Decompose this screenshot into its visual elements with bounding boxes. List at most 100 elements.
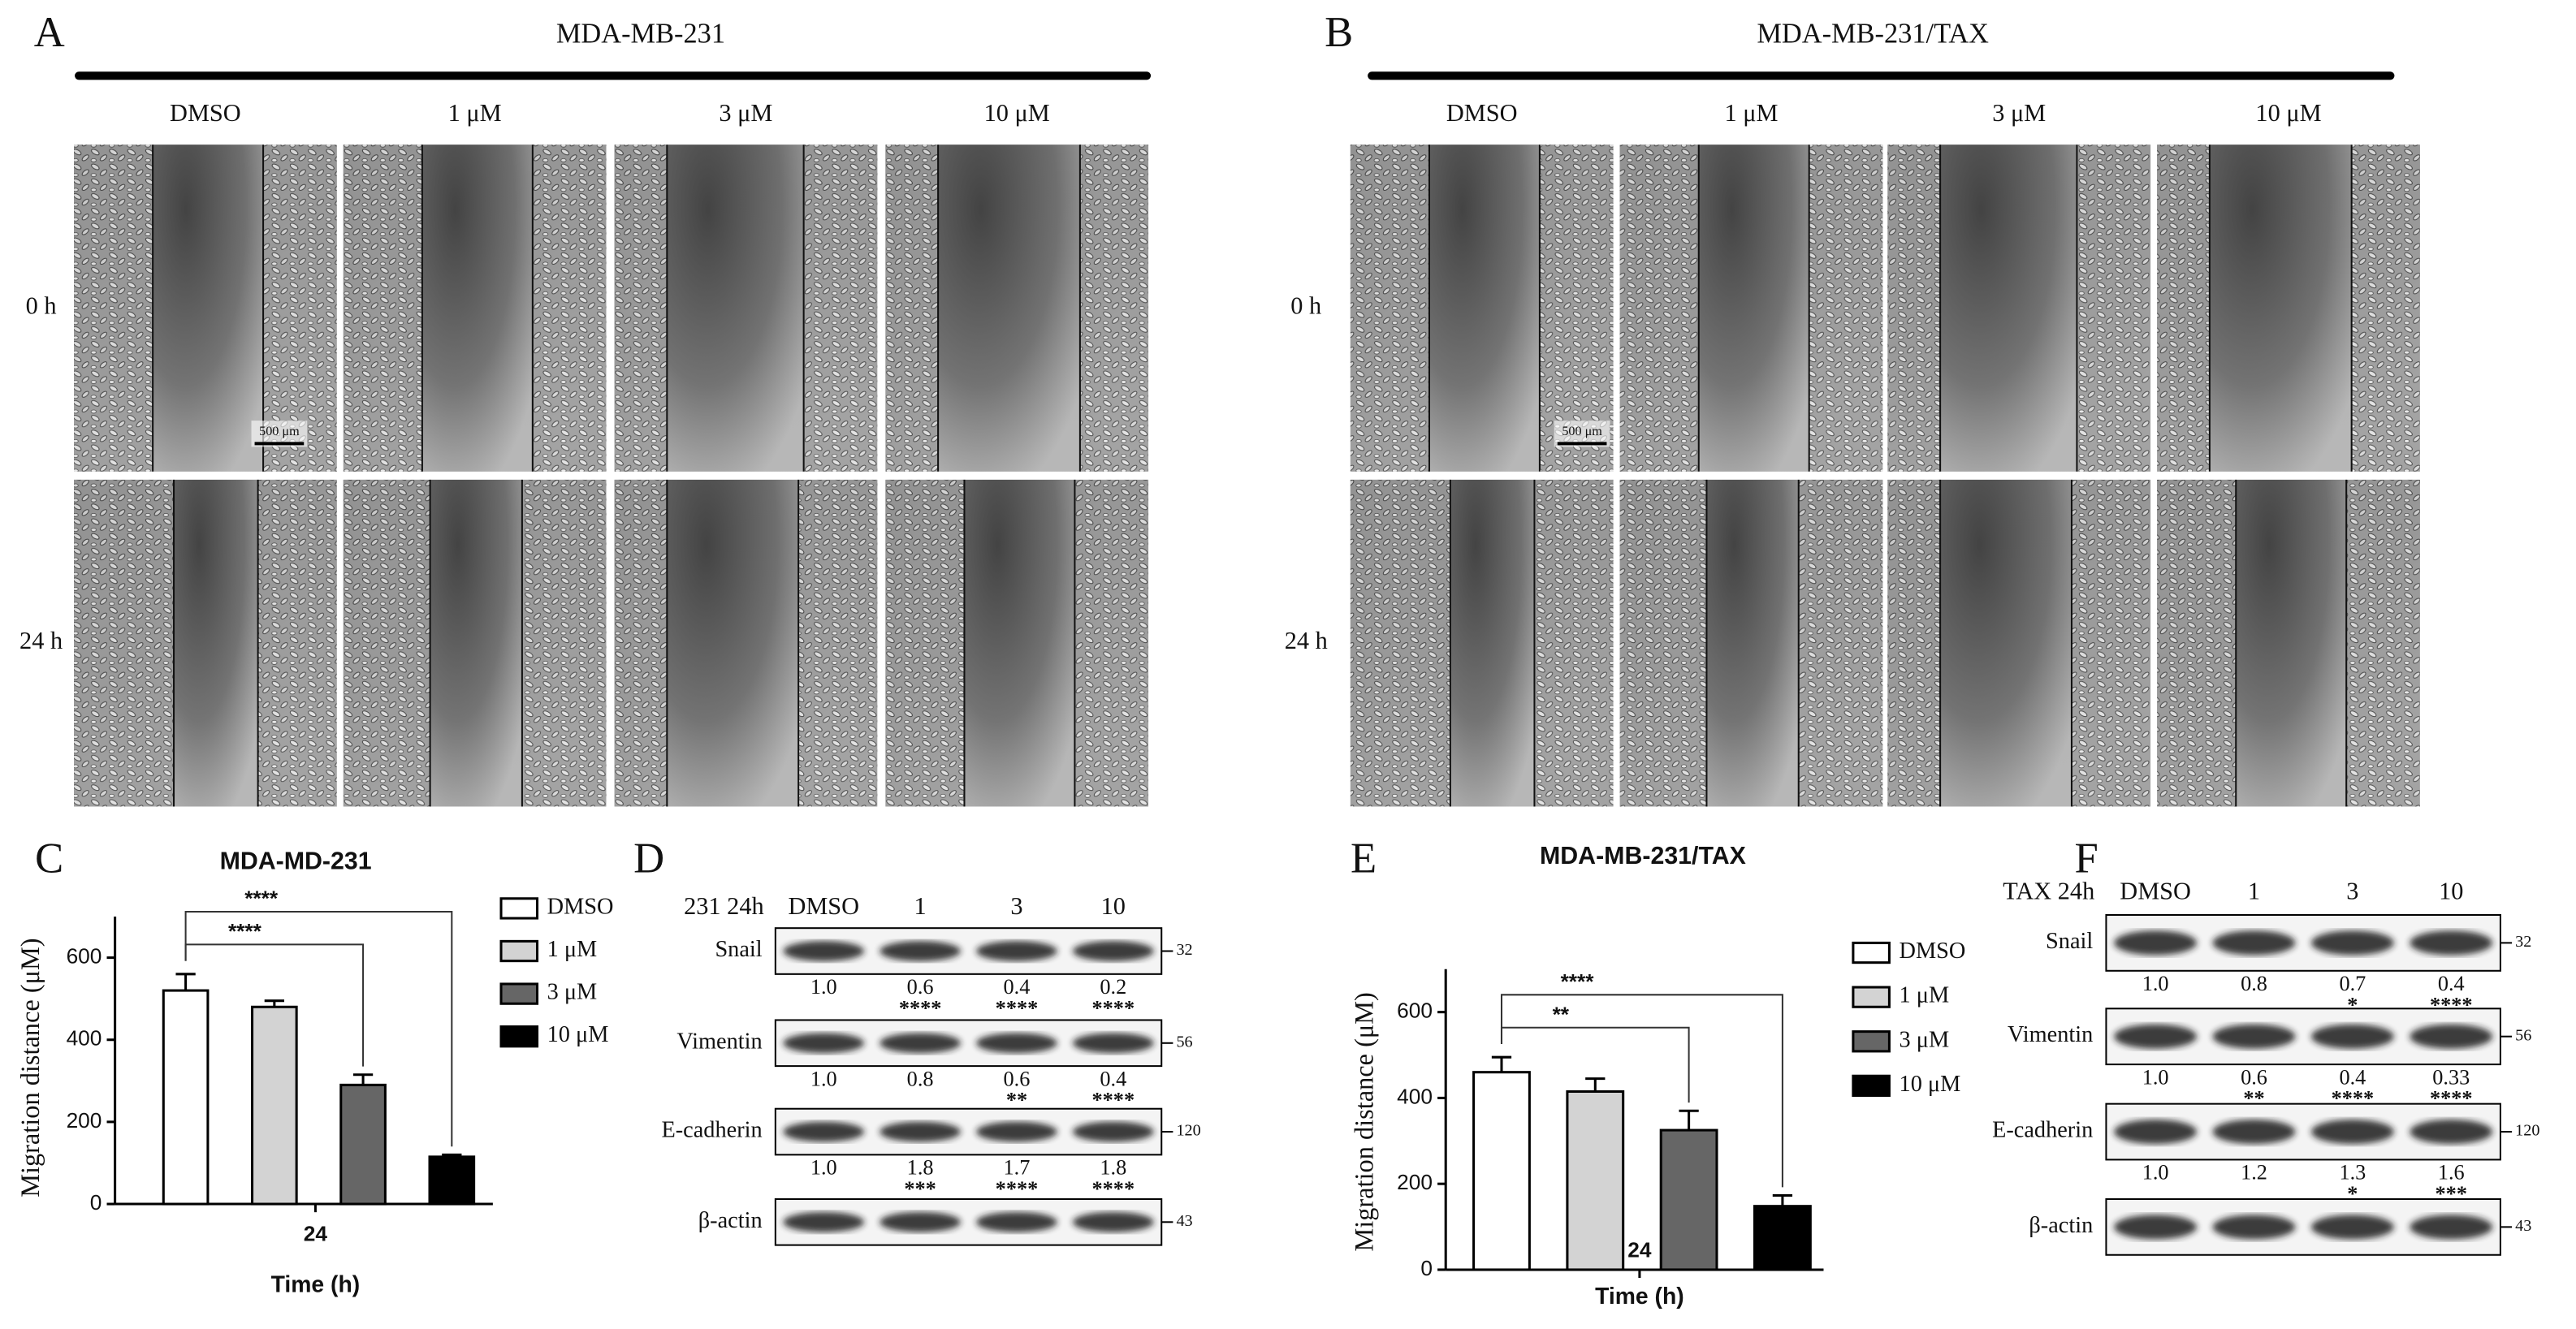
blot-band — [783, 1121, 865, 1142]
blot-band — [2114, 1024, 2198, 1049]
lane-label: DMSO — [788, 892, 859, 920]
ratio-label: 0.8 — [907, 1067, 934, 1090]
blot-band — [2114, 930, 2198, 956]
blot-band — [1072, 1121, 1154, 1142]
bar — [1566, 1090, 1625, 1271]
bar — [251, 1005, 298, 1206]
y-tick-label: 400 — [67, 1026, 102, 1051]
y-tick-label: 400 — [1397, 1084, 1433, 1108]
ratio-label: 1.7 — [1004, 1156, 1031, 1180]
panel-letter: A — [34, 9, 65, 56]
legend-swatch — [499, 1025, 539, 1048]
scratch-gap — [174, 479, 258, 807]
cell-layer — [1887, 145, 1941, 472]
ratio-label: 0.8 — [2241, 972, 2267, 995]
y-tick-label: 0 — [1420, 1256, 1433, 1280]
cell-layer — [1534, 479, 1614, 807]
blot-header: 231 24h — [684, 892, 764, 920]
scratch-gap — [1428, 145, 1540, 472]
cell-layer — [614, 145, 668, 472]
bar — [1753, 1205, 1812, 1271]
bar — [162, 989, 210, 1206]
y-tick-label: 200 — [1397, 1170, 1433, 1194]
y-axis-label: Migration distance (μM) — [15, 938, 45, 1197]
blot-band — [2212, 1119, 2296, 1145]
blot-band — [1072, 941, 1154, 961]
lane-label: 3 — [2346, 878, 2358, 905]
cell-layer — [521, 479, 607, 807]
panel-letter: B — [1325, 9, 1353, 56]
bar — [339, 1083, 387, 1206]
protein-label: Vimentin — [2008, 1022, 2093, 1047]
ratio-label: 1.0 — [810, 1067, 837, 1090]
ratio-label: 1.6 — [2438, 1161, 2465, 1184]
significance-label: **** — [996, 996, 1039, 1020]
legend-label: 3 μM — [1900, 1027, 1950, 1052]
column-label: 3 μM — [719, 99, 772, 127]
cell-layer — [343, 145, 422, 472]
mw-label: 56 — [1176, 1033, 1192, 1051]
protein-label: E-cadherin — [661, 1118, 762, 1143]
blot-band — [880, 1121, 962, 1142]
cell-layer — [1079, 145, 1149, 472]
ratio-label: 1.0 — [2142, 1065, 2169, 1089]
cell-layer — [2157, 479, 2237, 807]
cell-layer — [885, 479, 965, 807]
bar — [1472, 1071, 1531, 1271]
ratio-label: 1.0 — [2142, 972, 2169, 995]
cell-layer — [1798, 479, 1883, 807]
scratch-gap — [667, 479, 799, 807]
significance-label: **** — [1561, 969, 1595, 994]
blot-band — [783, 1211, 865, 1232]
ratio-label: 1.8 — [907, 1156, 934, 1180]
legend-label: DMSO — [547, 894, 614, 919]
column-label: DMSO — [1446, 99, 1518, 127]
blot-band — [880, 941, 962, 961]
blot-band — [2212, 1215, 2296, 1240]
blot-band — [2310, 930, 2394, 956]
y-tick-label: 600 — [1397, 999, 1433, 1023]
mw-label: 56 — [2515, 1026, 2531, 1044]
legend-swatch — [499, 982, 539, 1005]
column-label: 1 μM — [448, 99, 502, 127]
ratio-label: 1.8 — [1100, 1156, 1126, 1180]
ratio-label: 0.4 — [2339, 1065, 2366, 1089]
cell-layer — [263, 145, 337, 472]
cell-layer — [885, 145, 939, 472]
chart-title: MDA-MB-231/TAX — [1540, 843, 1746, 869]
scratch-gap — [430, 479, 522, 807]
scale-bar-label: 500 μm — [259, 425, 300, 438]
significance-label: **** — [244, 887, 279, 911]
significance-bracket — [1500, 994, 1783, 1188]
blot-band — [2212, 1024, 2296, 1049]
cell-layer — [1350, 479, 1450, 807]
lane-label: 10 — [2439, 878, 2463, 905]
cell-layer — [257, 479, 337, 807]
scratch-gap — [1706, 479, 1799, 807]
legend-label: 10 μM — [1900, 1072, 1961, 1097]
chart-title: MDA-MD-231 — [220, 848, 372, 874]
significance-label: **** — [1092, 1177, 1135, 1201]
blot-band — [976, 1121, 1057, 1142]
cell-layer — [1539, 145, 1614, 472]
blot-band — [2114, 1215, 2198, 1240]
ratio-label: 0.2 — [1100, 975, 1126, 999]
lane-label: 1 — [914, 892, 927, 920]
cell-layer — [532, 145, 607, 472]
legend-label: 3 μM — [547, 980, 598, 1005]
cell-layer — [2157, 145, 2210, 472]
ratio-label: 0.6 — [1004, 1067, 1031, 1090]
blot-band — [2114, 1119, 2198, 1145]
blot-band — [2212, 930, 2296, 956]
blot-band — [783, 1033, 865, 1054]
cell-layer — [1074, 479, 1149, 807]
blot-band — [2310, 1119, 2394, 1145]
panel-letter: F — [2075, 835, 2098, 882]
cell-layer — [2071, 479, 2151, 807]
blot-band — [976, 1033, 1057, 1054]
mw-label: 120 — [1176, 1122, 1200, 1140]
y-axis-label: Migration distance (μM) — [1350, 992, 1379, 1251]
column-label: 3 μM — [1992, 99, 2046, 127]
blot-header: TAX 24h — [2003, 878, 2094, 905]
